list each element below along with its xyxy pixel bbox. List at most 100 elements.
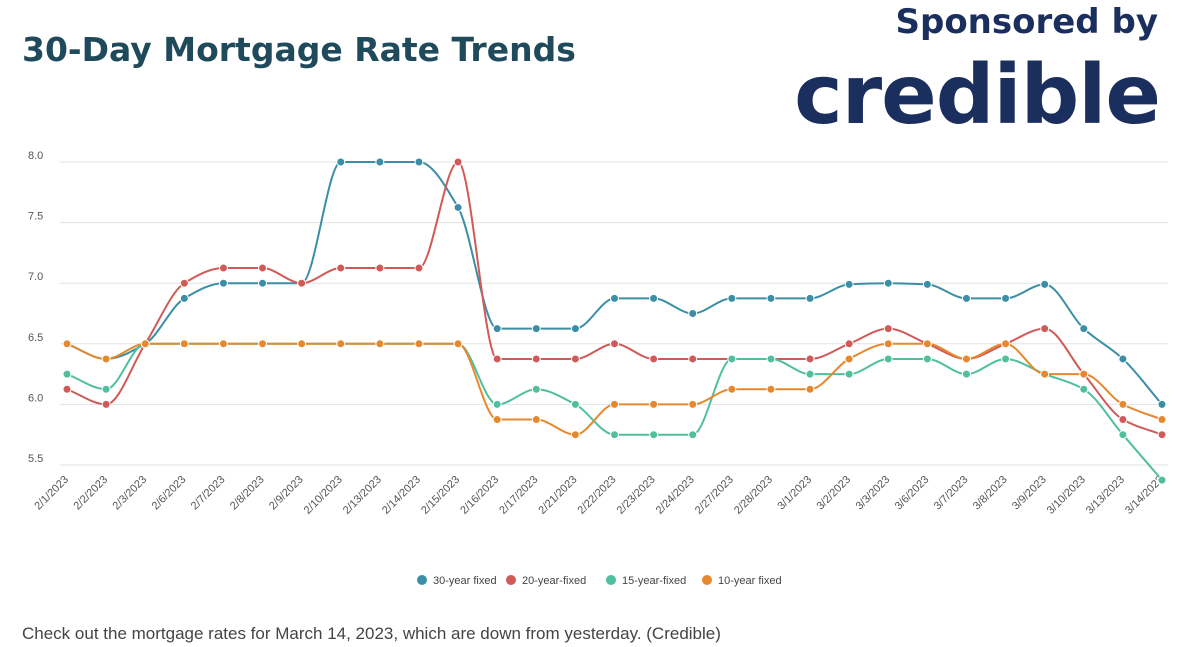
data-point[interactable] — [414, 339, 424, 349]
data-point[interactable] — [610, 293, 619, 303]
data-point[interactable] — [492, 354, 502, 364]
data-point[interactable] — [258, 339, 268, 349]
data-point[interactable] — [1157, 415, 1167, 425]
data-point[interactable] — [1079, 384, 1089, 394]
data-point[interactable] — [336, 339, 346, 349]
data-point[interactable] — [922, 354, 932, 364]
data-point[interactable] — [805, 293, 815, 303]
data-point[interactable] — [727, 354, 737, 364]
data-point[interactable] — [140, 339, 150, 349]
legend-item[interactable]: 15-year-fixed — [606, 575, 686, 587]
data-point[interactable] — [649, 430, 659, 440]
data-point[interactable] — [414, 157, 424, 167]
data-point[interactable] — [1040, 279, 1050, 289]
data-point[interactable] — [101, 354, 111, 364]
data-point[interactable] — [688, 309, 698, 318]
data-point[interactable] — [375, 263, 385, 273]
data-point[interactable] — [1001, 339, 1011, 349]
data-point[interactable] — [1157, 430, 1167, 440]
data-point[interactable] — [453, 339, 463, 349]
data-point[interactable] — [179, 339, 189, 349]
data-point[interactable] — [610, 339, 619, 349]
data-point[interactable] — [218, 278, 228, 288]
data-point[interactable] — [1079, 369, 1089, 379]
data-point[interactable] — [727, 384, 737, 394]
data-point[interactable] — [453, 202, 463, 212]
data-point[interactable] — [570, 430, 580, 440]
data-point[interactable] — [62, 384, 72, 394]
data-point[interactable] — [727, 293, 737, 303]
data-point[interactable] — [1157, 475, 1167, 485]
data-point[interactable] — [1118, 430, 1128, 440]
data-point[interactable] — [649, 293, 659, 303]
data-point[interactable] — [1079, 324, 1089, 334]
data-point[interactable] — [531, 324, 541, 334]
data-point[interactable] — [531, 415, 541, 425]
data-point[interactable] — [1040, 369, 1050, 379]
data-point[interactable] — [375, 339, 385, 349]
data-point[interactable] — [688, 399, 698, 409]
data-point[interactable] — [844, 279, 854, 289]
data-point[interactable] — [62, 369, 72, 379]
data-point[interactable] — [649, 354, 659, 364]
data-point[interactable] — [805, 354, 815, 364]
data-point[interactable] — [570, 324, 580, 334]
legend-item[interactable]: 30-year fixed — [417, 575, 497, 587]
data-point[interactable] — [922, 339, 932, 349]
data-point[interactable] — [531, 384, 541, 394]
data-point[interactable] — [688, 354, 698, 364]
data-point[interactable] — [961, 369, 971, 379]
data-point[interactable] — [961, 293, 971, 303]
data-point[interactable] — [766, 293, 776, 303]
legend-item[interactable]: 20-year-fixed — [506, 575, 586, 587]
data-point[interactable] — [610, 399, 619, 409]
data-point[interactable] — [1040, 324, 1050, 334]
data-point[interactable] — [218, 339, 228, 349]
data-point[interactable] — [492, 399, 502, 409]
data-point[interactable] — [1001, 293, 1011, 303]
data-point[interactable] — [453, 157, 463, 167]
data-point[interactable] — [492, 415, 502, 425]
data-point[interactable] — [961, 354, 971, 364]
data-point[interactable] — [766, 354, 776, 364]
data-point[interactable] — [297, 339, 307, 349]
data-point[interactable] — [492, 324, 502, 334]
data-point[interactable] — [218, 263, 228, 273]
data-point[interactable] — [258, 263, 268, 273]
data-point[interactable] — [179, 278, 189, 288]
data-point[interactable] — [258, 278, 268, 288]
data-point[interactable] — [62, 339, 72, 349]
data-point[interactable] — [883, 278, 893, 288]
data-point[interactable] — [844, 339, 854, 349]
data-point[interactable] — [1118, 399, 1128, 409]
data-point[interactable] — [570, 354, 580, 364]
data-point[interactable] — [922, 279, 932, 289]
data-point[interactable] — [805, 369, 815, 379]
data-point[interactable] — [1157, 399, 1167, 409]
data-point[interactable] — [336, 157, 346, 167]
data-point[interactable] — [883, 339, 893, 349]
data-point[interactable] — [101, 399, 111, 409]
data-point[interactable] — [883, 324, 893, 334]
data-point[interactable] — [649, 399, 659, 409]
data-point[interactable] — [1118, 354, 1128, 364]
data-point[interactable] — [179, 293, 189, 303]
data-point[interactable] — [610, 430, 619, 440]
legend-item[interactable]: 10-year fixed — [702, 575, 782, 587]
data-point[interactable] — [101, 384, 111, 394]
data-point[interactable] — [844, 369, 854, 379]
data-point[interactable] — [1118, 415, 1128, 425]
data-point[interactable] — [883, 354, 893, 364]
data-point[interactable] — [1001, 354, 1011, 364]
data-point[interactable] — [688, 430, 698, 440]
data-point[interactable] — [805, 384, 815, 394]
data-point[interactable] — [414, 263, 424, 273]
data-point[interactable] — [531, 354, 541, 364]
data-point[interactable] — [844, 354, 854, 364]
data-point[interactable] — [336, 263, 346, 273]
data-point[interactable] — [297, 278, 307, 288]
credible-logo[interactable]: credible — [794, 48, 1161, 143]
data-point[interactable] — [570, 399, 580, 409]
data-point[interactable] — [375, 157, 385, 167]
data-point[interactable] — [766, 384, 776, 394]
